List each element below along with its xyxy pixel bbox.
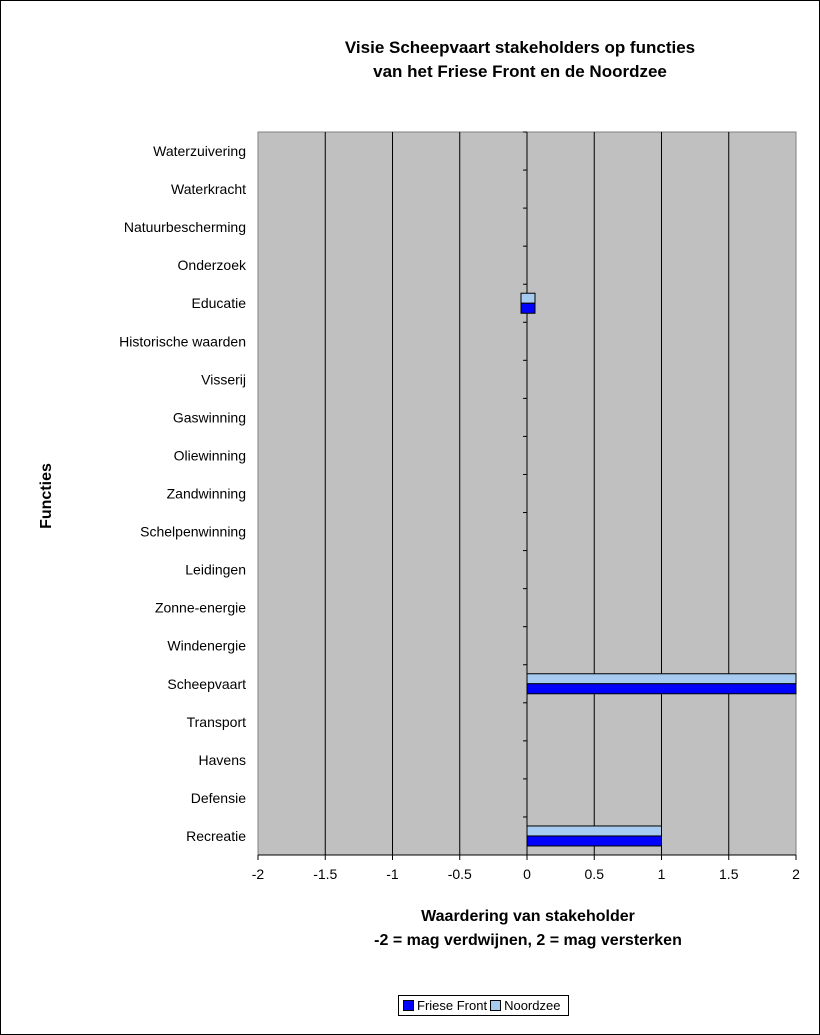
x-tick-label: -0.5 xyxy=(448,866,472,882)
bar-noordzee xyxy=(526,825,662,837)
x-tick-label: 1 xyxy=(658,866,666,882)
category-label: Waterkracht xyxy=(171,181,246,197)
category-label: Visserij xyxy=(201,371,246,387)
bar-friese-front xyxy=(520,302,536,314)
category-label: Onderzoek xyxy=(178,257,247,273)
x-tick-label: 0.5 xyxy=(585,866,605,882)
legend-swatch-friese-front xyxy=(403,1000,414,1011)
bar-friese-front xyxy=(526,683,797,695)
category-label: Recreatie xyxy=(186,828,246,844)
category-label: Scheepvaart xyxy=(167,676,246,692)
category-label: Schelpenwinning xyxy=(140,524,246,540)
category-label: Waterzuivering xyxy=(153,143,246,159)
category-label: Oliewinning xyxy=(174,447,246,463)
bar-noordzee xyxy=(520,292,536,304)
category-label: Transport xyxy=(187,714,247,730)
category-label: Educatie xyxy=(192,295,247,311)
legend-label-noordzee: Noordzee xyxy=(504,998,561,1013)
category-label: Zandwinning xyxy=(167,486,246,502)
chart-title-line-2: van het Friese Front en de Noordzee xyxy=(373,62,667,81)
category-label: Havens xyxy=(199,752,246,768)
x-axis-label: Waardering van stakeholder -2 = mag verd… xyxy=(258,905,798,953)
chart-title: Visie Scheepvaart stakeholders op functi… xyxy=(230,36,810,84)
legend-swatch-noordzee xyxy=(490,1000,502,1011)
category-label: Zonne-energie xyxy=(155,600,246,616)
x-tick-label: -1 xyxy=(386,866,399,882)
y-axis-label: Functies xyxy=(38,463,55,529)
category-label: Gaswinning xyxy=(173,409,246,425)
legend-entry-friese-front: Friese Front xyxy=(403,998,487,1013)
category-label: Natuurbescherming xyxy=(124,219,246,235)
x-tick-label: -2 xyxy=(252,866,265,882)
legend-entry-noordzee: Noordzee xyxy=(490,998,560,1013)
x-axis-label-line-1: Waardering van stakeholder xyxy=(421,908,635,925)
bar-friese-front xyxy=(526,835,662,847)
x-tick-label: -1.5 xyxy=(313,866,337,882)
bar-noordzee xyxy=(526,673,797,685)
category-label: Historische waarden xyxy=(119,333,246,349)
category-label: Defensie xyxy=(191,790,246,806)
category-label: Leidingen xyxy=(185,562,246,578)
x-tick-label: 2 xyxy=(792,866,800,882)
category-label: Windenergie xyxy=(167,638,246,654)
chart-title-line-1: Visie Scheepvaart stakeholders op functi… xyxy=(344,38,696,57)
legend: Friese Front Noordzee xyxy=(398,995,570,1016)
x-axis-label-line-2: -2 = mag verdwijnen, 2 = mag versterken xyxy=(374,932,682,949)
x-tick-label: 1.5 xyxy=(719,866,739,882)
x-tick-label: 0 xyxy=(523,866,531,882)
legend-label-friese-front: Friese Front xyxy=(417,998,488,1013)
